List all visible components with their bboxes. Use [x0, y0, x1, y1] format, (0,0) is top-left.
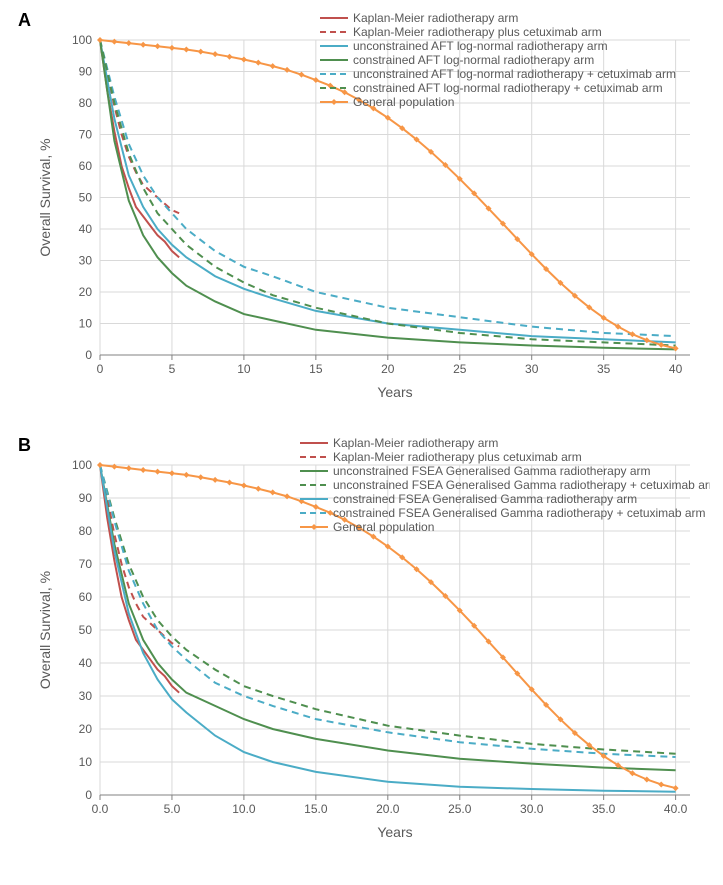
svg-text:20.0: 20.0 — [376, 802, 400, 816]
panel-b-label: B — [18, 435, 31, 456]
svg-text:5.0: 5.0 — [164, 802, 181, 816]
svg-text:30: 30 — [79, 254, 93, 268]
svg-text:20: 20 — [79, 722, 93, 736]
svg-text:General population: General population — [353, 95, 454, 109]
svg-text:0: 0 — [85, 788, 92, 802]
svg-text:40: 40 — [79, 656, 93, 670]
svg-text:Kaplan-Meier radiotherapy arm: Kaplan-Meier radiotherapy arm — [333, 436, 498, 450]
svg-text:25: 25 — [453, 362, 467, 376]
svg-text:20: 20 — [79, 285, 93, 299]
svg-text:0: 0 — [97, 362, 104, 376]
svg-text:5: 5 — [169, 362, 176, 376]
svg-text:General population: General population — [333, 520, 434, 534]
svg-text:Overall Survival, %: Overall Survival, % — [37, 571, 53, 689]
svg-text:0: 0 — [85, 348, 92, 362]
chart-b-svg: 0.0 5.0 10.0 15.0 20.0 25.0 30.0 35.0 40.0 0 10 20 3… — [10, 435, 710, 855]
svg-text:Years: Years — [377, 384, 412, 400]
svg-text:30.0: 30.0 — [520, 802, 544, 816]
svg-text:60: 60 — [79, 159, 93, 173]
svg-text:100: 100 — [72, 458, 92, 472]
svg-text:40.0: 40.0 — [664, 802, 688, 816]
panel-a-label: A — [18, 10, 31, 31]
svg-text:10.0: 10.0 — [232, 802, 256, 816]
svg-text:constrained FSEA Generalised G: constrained FSEA Generalised Gamma radio… — [333, 506, 706, 520]
svg-text:80: 80 — [79, 524, 93, 538]
svg-text:constrained AFT log-normal rad: constrained AFT log-normal radiotherapy … — [353, 53, 594, 67]
panel-b-container: B 0.0 5.0 10.0 15.0 20.0 25.0 30.0 35.0 40.0 0 10 2… — [10, 435, 710, 855]
svg-text:10: 10 — [79, 755, 93, 769]
svg-text:constrained AFT log-normal rad: constrained AFT log-normal radiotherapy … — [353, 81, 663, 95]
svg-text:15: 15 — [309, 362, 323, 376]
svg-text:constrained FSEA Generalised G: constrained FSEA Generalised Gamma radio… — [333, 492, 637, 506]
svg-text:40: 40 — [669, 362, 683, 376]
svg-text:10: 10 — [237, 362, 251, 376]
svg-text:unconstrained AFT log-normal r: unconstrained AFT log-normal radiotherap… — [353, 67, 676, 81]
panel-a-container: A 0 5 10 15 20 25 30 35 40 0 10 20 30 40 50 60 70 80 90 100… — [10, 10, 710, 415]
svg-text:50: 50 — [79, 191, 93, 205]
svg-text:70: 70 — [79, 128, 93, 142]
svg-text:20: 20 — [381, 362, 395, 376]
svg-text:80: 80 — [79, 96, 93, 110]
svg-text:0.0: 0.0 — [92, 802, 109, 816]
svg-text:10: 10 — [79, 317, 93, 331]
svg-text:Kaplan-Meier radiotherapy arm: Kaplan-Meier radiotherapy arm — [353, 11, 518, 25]
svg-text:Kaplan-Meier radiotherapy plus: Kaplan-Meier radiotherapy plus cetuximab… — [333, 450, 582, 464]
svg-text:35.0: 35.0 — [592, 802, 616, 816]
svg-text:15.0: 15.0 — [304, 802, 328, 816]
svg-text:100: 100 — [72, 33, 92, 47]
svg-text:30: 30 — [79, 689, 93, 703]
svg-text:90: 90 — [79, 491, 93, 505]
svg-text:Overall Survival, %: Overall Survival, % — [37, 138, 53, 256]
svg-text:unconstrained AFT log-normal r: unconstrained AFT log-normal radiotherap… — [353, 39, 608, 53]
svg-text:35: 35 — [597, 362, 611, 376]
svg-text:50: 50 — [79, 623, 93, 637]
svg-text:Years: Years — [377, 824, 412, 840]
svg-text:unconstrained FSEA Generalised: unconstrained FSEA Generalised Gamma rad… — [333, 464, 651, 478]
svg-text:60: 60 — [79, 590, 93, 604]
svg-text:25.0: 25.0 — [448, 802, 472, 816]
svg-text:Kaplan-Meier radiotherapy plus: Kaplan-Meier radiotherapy plus cetuximab… — [353, 25, 602, 39]
svg-text:unconstrained FSEA Generalised: unconstrained FSEA Generalised Gamma rad… — [333, 478, 710, 492]
svg-text:30: 30 — [525, 362, 539, 376]
svg-text:70: 70 — [79, 557, 93, 571]
svg-text:90: 90 — [79, 65, 93, 79]
chart-a-svg: 0 5 10 15 20 25 30 35 40 0 10 20 30 40 50 60 70 80 90 100 Ye… — [10, 10, 710, 415]
svg-text:40: 40 — [79, 222, 93, 236]
